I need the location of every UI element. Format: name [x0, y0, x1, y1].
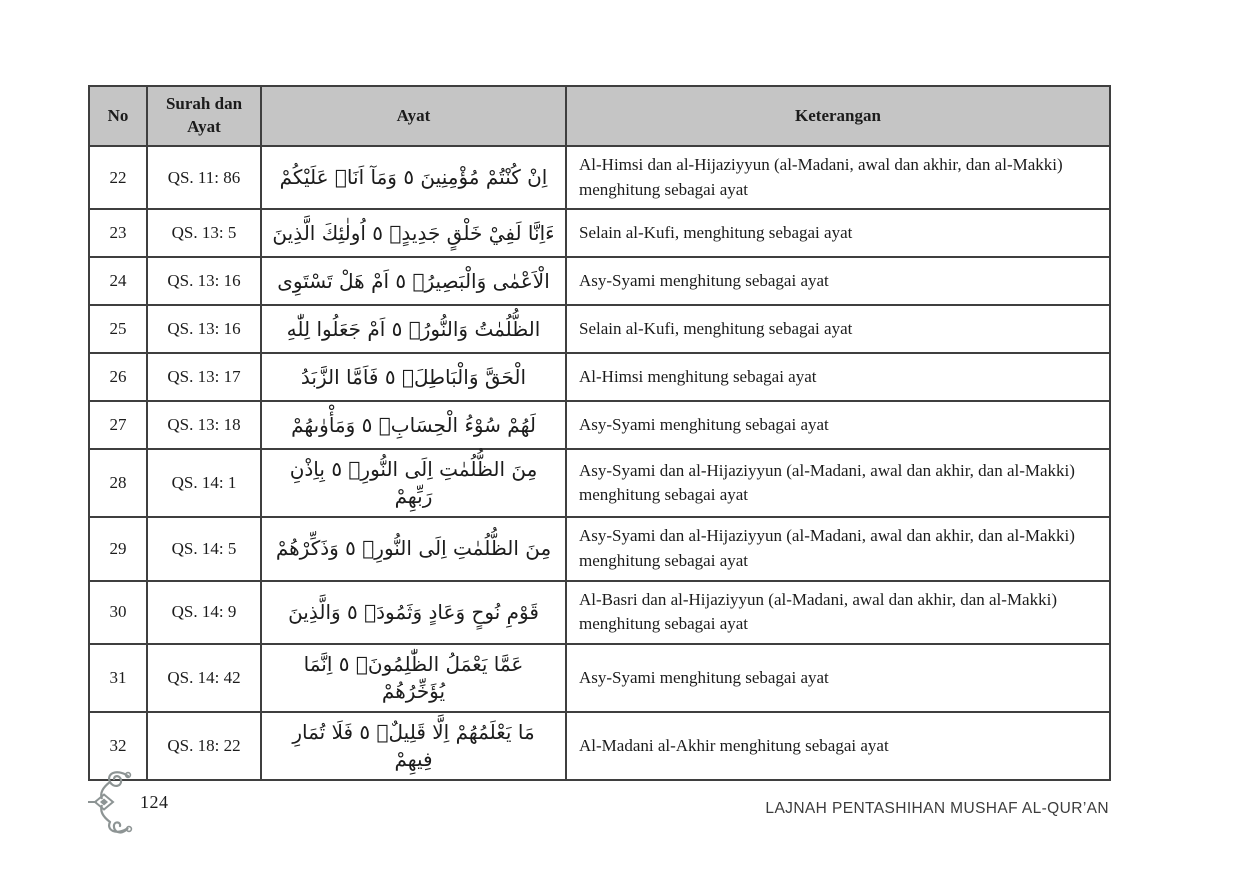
cell-keterangan: Asy-Syami menghitung sebagai ayat — [565, 400, 1111, 451]
cell-keterangan: Asy-Syami dan al-Hijaziyyun (al-Madani, … — [565, 448, 1111, 519]
table-row: 23 QS. 13: 5 ءَاِنَّا لَفِيْ خَلْقٍ جَدِ… — [88, 208, 1111, 259]
cell-keterangan: Asy-Syami menghitung sebagai ayat — [565, 642, 1111, 713]
cell-no: 29 — [88, 516, 148, 582]
cell-ayat-arabic: ءَاِنَّا لَفِيْ خَلْقٍ جَدِيدٍۗ ٥ اُولٰئ… — [260, 208, 567, 259]
cell-ayat-arabic: قَوْمِ نُوحٍ وَعَادٍ وَثَمُودَۗ ٥ وَالَّ… — [260, 579, 567, 645]
cell-surah-ayat: QS. 14: 9 — [146, 579, 262, 645]
page-number: 124 — [140, 791, 169, 812]
cell-surah-ayat: QS. 18: 22 — [146, 710, 262, 781]
cell-no: 27 — [88, 400, 148, 451]
cell-surah-ayat: QS. 13: 16 — [146, 304, 262, 355]
cell-no: 28 — [88, 448, 148, 519]
running-title: LAJNAH PENTASHIHAN MUSHAF AL-QUR’AN — [765, 800, 1109, 817]
cell-surah-ayat: QS. 14: 42 — [146, 642, 262, 713]
table-row: 31 QS. 14: 42 عَمَّا يَعْمَلُ الظّٰلِمُو… — [88, 642, 1111, 713]
cell-no: 30 — [88, 579, 148, 645]
page-number-group: 124 — [88, 766, 169, 838]
table-row: 30 QS. 14: 9 قَوْمِ نُوحٍ وَعَادٍ وَثَمُ… — [88, 579, 1111, 645]
cell-ayat-arabic: الْاَعْمٰى وَالْبَصِيرُۙ ٥ اَمْ هَلْ تَس… — [260, 256, 567, 307]
cell-keterangan: Al-Himsi menghitung sebagai ayat — [565, 352, 1111, 403]
cell-ayat-arabic: مَا يَعْلَمُهُمْ اِلَّا قَلِيلٌۗ ٥ فَلَا… — [260, 710, 567, 781]
table-row: 32 QS. 18: 22 مَا يَعْلَمُهُمْ اِلَّا قَ… — [88, 710, 1111, 781]
col-header-surah-ayat: Surah dan Ayat — [146, 85, 262, 147]
table-row: 27 QS. 13: 18 لَهُمْ سُوْءُ الْحِسَابِۙ … — [88, 400, 1111, 451]
cell-ayat-arabic: الْحَقَّ وَالْبَاطِلَۗ ٥ فَاَمَّا الزَّب… — [260, 352, 567, 403]
cell-ayat-arabic: عَمَّا يَعْمَلُ الظّٰلِمُونَۗ ٥ اِنَّمَا… — [260, 642, 567, 713]
table-row: 22 QS. 11: 86 اِنْ كُنْتُمْ مُؤْمِنِينَ … — [88, 144, 1111, 211]
cell-no: 24 — [88, 256, 148, 307]
cell-no: 22 — [88, 144, 148, 211]
cell-keterangan: Selain al-Kufi, menghitung sebagai ayat — [565, 208, 1111, 259]
cell-surah-ayat: QS. 13: 16 — [146, 256, 262, 307]
cell-surah-ayat: QS. 14: 5 — [146, 516, 262, 582]
cell-keterangan: Al-Basri dan al-Hijaziyyun (al-Madani, a… — [565, 579, 1111, 645]
cell-surah-ayat: QS. 13: 5 — [146, 208, 262, 259]
cell-no: 32 — [88, 710, 148, 781]
ayat-table: No Surah dan Ayat Ayat Keterangan 22 QS.… — [88, 85, 1111, 781]
cell-surah-ayat: QS. 11: 86 — [146, 144, 262, 211]
cell-surah-ayat: QS. 13: 18 — [146, 400, 262, 451]
col-header-no: No — [88, 85, 148, 147]
cell-keterangan: Asy-Syami menghitung sebagai ayat — [565, 256, 1111, 307]
cell-surah-ayat: QS. 13: 17 — [146, 352, 262, 403]
table-row: 24 QS. 13: 16 الْاَعْمٰى وَالْبَصِيرُۙ ٥… — [88, 256, 1111, 307]
table-row: 28 QS. 14: 1 مِنَ الظُّلُمٰتِ اِلَى النُ… — [88, 448, 1111, 519]
cell-keterangan: Al-Himsi dan al-Hijaziyyun (al-Madani, a… — [565, 144, 1111, 211]
table-row: 26 QS. 13: 17 الْحَقَّ وَالْبَاطِلَۗ ٥ ف… — [88, 352, 1111, 403]
cell-no: 23 — [88, 208, 148, 259]
cell-no: 25 — [88, 304, 148, 355]
flourish-icon — [88, 771, 133, 834]
cell-no: 31 — [88, 642, 148, 713]
cell-ayat-arabic: لَهُمْ سُوْءُ الْحِسَابِۙ ٥ وَمَأْوٰىهُم… — [260, 400, 567, 451]
table-row: 25 QS. 13: 16 الظُّلُمٰتُ وَالنُّورُۙ ٥ … — [88, 304, 1111, 355]
cell-keterangan: Asy-Syami dan al-Hijaziyyun (al-Madani, … — [565, 516, 1111, 582]
cell-ayat-arabic: اِنْ كُنْتُمْ مُؤْمِنِينَ ٥ وَمَآ اَنَا۠… — [260, 144, 567, 211]
cell-keterangan: Al-Madani al-Akhir menghitung sebagai ay… — [565, 710, 1111, 781]
cell-ayat-arabic: مِنَ الظُّلُمٰتِ اِلَى النُّورِۙ ٥ وَذَك… — [260, 516, 567, 582]
cell-surah-ayat: QS. 14: 1 — [146, 448, 262, 519]
cell-ayat-arabic: الظُّلُمٰتُ وَالنُّورُۙ ٥ اَمْ جَعَلُوا … — [260, 304, 567, 355]
table-header-row: No Surah dan Ayat Ayat Keterangan — [88, 85, 1111, 147]
cell-ayat-arabic: مِنَ الظُّلُمٰتِ اِلَى النُّورِۙ ٥ بِاِذ… — [260, 448, 567, 519]
col-header-ayat: Ayat — [260, 85, 567, 147]
page-footer: 124 LAJNAH PENTASHIHAN MUSHAF AL-QUR’AN — [88, 766, 1109, 846]
col-header-keterangan: Keterangan — [565, 85, 1111, 147]
cell-keterangan: Selain al-Kufi, menghitung sebagai ayat — [565, 304, 1111, 355]
cell-no: 26 — [88, 352, 148, 403]
table-row: 29 QS. 14: 5 مِنَ الظُّلُمٰتِ اِلَى النُ… — [88, 516, 1111, 582]
